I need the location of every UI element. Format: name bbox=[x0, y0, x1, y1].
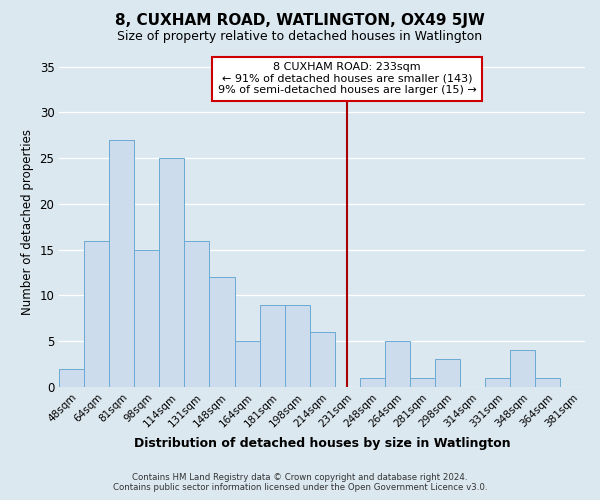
Text: 8 CUXHAM ROAD: 233sqm
← 91% of detached houses are smaller (143)
9% of semi-deta: 8 CUXHAM ROAD: 233sqm ← 91% of detached … bbox=[218, 62, 476, 96]
Bar bbox=[310, 332, 335, 387]
Bar bbox=[359, 378, 385, 387]
Text: Contains HM Land Registry data © Crown copyright and database right 2024.
Contai: Contains HM Land Registry data © Crown c… bbox=[113, 473, 487, 492]
Bar bbox=[284, 304, 310, 387]
Bar bbox=[410, 378, 435, 387]
Y-axis label: Number of detached properties: Number of detached properties bbox=[21, 129, 34, 315]
Bar bbox=[184, 240, 209, 387]
Bar bbox=[485, 378, 510, 387]
Text: Size of property relative to detached houses in Watlington: Size of property relative to detached ho… bbox=[118, 30, 482, 43]
Bar bbox=[235, 341, 260, 387]
Bar bbox=[109, 140, 134, 387]
Bar bbox=[160, 158, 184, 387]
Text: 8, CUXHAM ROAD, WATLINGTON, OX49 5JW: 8, CUXHAM ROAD, WATLINGTON, OX49 5JW bbox=[115, 12, 485, 28]
Bar bbox=[209, 277, 235, 387]
Bar bbox=[435, 360, 460, 387]
Bar bbox=[134, 250, 160, 387]
Bar bbox=[59, 368, 85, 387]
Bar bbox=[385, 341, 410, 387]
Bar bbox=[85, 240, 109, 387]
Bar bbox=[260, 304, 284, 387]
Bar bbox=[510, 350, 535, 387]
Bar bbox=[535, 378, 560, 387]
X-axis label: Distribution of detached houses by size in Watlington: Distribution of detached houses by size … bbox=[134, 437, 511, 450]
